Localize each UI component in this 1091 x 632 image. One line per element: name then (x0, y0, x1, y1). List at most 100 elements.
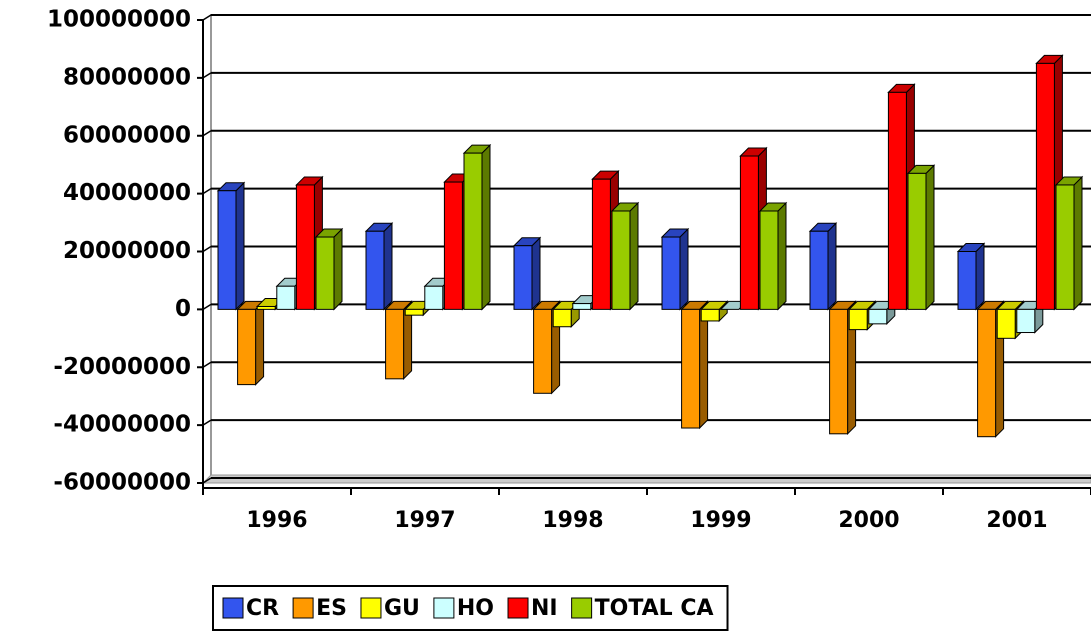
bar-side (531, 236, 541, 311)
bar-group (828, 300, 857, 436)
bar-side (975, 242, 985, 311)
bar (868, 308, 888, 325)
bar-side (481, 143, 491, 311)
x-tick-label: 1998 (542, 508, 603, 533)
bar (848, 308, 868, 331)
bar (759, 210, 779, 310)
bar (256, 305, 276, 310)
bar (295, 184, 315, 310)
x-tick-label: 1996 (246, 508, 307, 533)
bar-group (906, 164, 936, 311)
bar (443, 181, 463, 310)
y-tick-label: 100000000 (47, 7, 191, 33)
bar-side (333, 227, 343, 311)
legend-swatch (507, 597, 529, 619)
bar (385, 308, 405, 380)
bar (463, 152, 483, 310)
y-tick-label: 80000000 (63, 64, 191, 90)
bar-group (660, 227, 690, 311)
legend-swatch (360, 597, 382, 619)
bar-group (364, 222, 394, 311)
grid-diag (202, 303, 212, 311)
bar (700, 308, 720, 322)
bar-group (808, 222, 838, 311)
grid-diag (202, 130, 212, 137)
grid-diag (202, 477, 212, 484)
bar (977, 308, 997, 438)
bar (404, 308, 424, 316)
legend-swatch (571, 597, 593, 619)
bar (276, 285, 296, 310)
bar-group (956, 242, 986, 311)
legend-label: GU (384, 596, 420, 621)
grid-diag (202, 72, 212, 79)
bar-group (610, 201, 640, 311)
y-tick-label: -40000000 (53, 412, 191, 438)
bar (513, 245, 533, 310)
bar (957, 251, 977, 310)
bar-group (236, 300, 265, 386)
bar (887, 91, 907, 310)
bar (661, 236, 681, 310)
bar (611, 210, 631, 310)
legend-label: ES (316, 596, 347, 621)
bar-side (777, 201, 787, 311)
grid-diag (202, 245, 212, 253)
x-tick-label: 1997 (394, 508, 455, 533)
bar (1016, 308, 1036, 334)
bar-group (680, 300, 709, 430)
bar (572, 303, 592, 310)
bar-group (512, 236, 542, 311)
bar (739, 155, 759, 310)
y-tick-label: 20000000 (63, 238, 191, 264)
grid-diag (202, 419, 212, 426)
bar (365, 230, 385, 310)
x-tick-label: 2001 (986, 508, 1047, 533)
bar-group (1054, 175, 1084, 311)
bar (237, 308, 257, 386)
legend-label: NI (531, 596, 558, 621)
bar-group (758, 201, 788, 311)
x-tick-label: 2000 (838, 508, 899, 533)
grid-diag (202, 361, 212, 368)
bar-side (629, 201, 639, 311)
legend-label: TOTAL CA (595, 596, 714, 621)
bar (217, 190, 237, 310)
bar (552, 308, 572, 328)
x-tick-label: 1999 (690, 508, 751, 533)
bar (829, 308, 849, 435)
y-tick-label: 0 (175, 296, 191, 322)
bar-side (235, 181, 245, 311)
bar (591, 178, 611, 310)
legend-swatch (433, 597, 455, 619)
bar-side (679, 227, 689, 311)
bar (533, 308, 553, 394)
legend: CR ES GU HO NI TOTAL CA (212, 585, 729, 631)
bar (681, 308, 701, 429)
y-tick-label: 40000000 (63, 180, 191, 206)
bar-group (384, 300, 413, 381)
legend-swatch (222, 597, 244, 619)
y-tick-label: -20000000 (53, 354, 191, 380)
bar-group (314, 227, 344, 311)
bar-side (827, 222, 837, 311)
bar-group (699, 300, 729, 323)
bar-group (216, 181, 246, 311)
bar-side (383, 222, 393, 311)
bar (996, 308, 1016, 339)
bar-group (462, 143, 492, 311)
y-tick-label: 60000000 (63, 122, 191, 148)
legend-label: HO (457, 596, 494, 621)
bar-side (1073, 175, 1083, 311)
bar (1055, 184, 1075, 310)
legend-label: CR (246, 596, 279, 621)
bar (907, 172, 927, 310)
grid-diag (202, 187, 212, 195)
grid-diag (202, 14, 212, 21)
bar (315, 236, 335, 310)
bar-side (255, 300, 265, 386)
bar-side (925, 164, 935, 311)
legend-swatch (292, 597, 314, 619)
y-tick-label: -60000000 (53, 470, 191, 496)
